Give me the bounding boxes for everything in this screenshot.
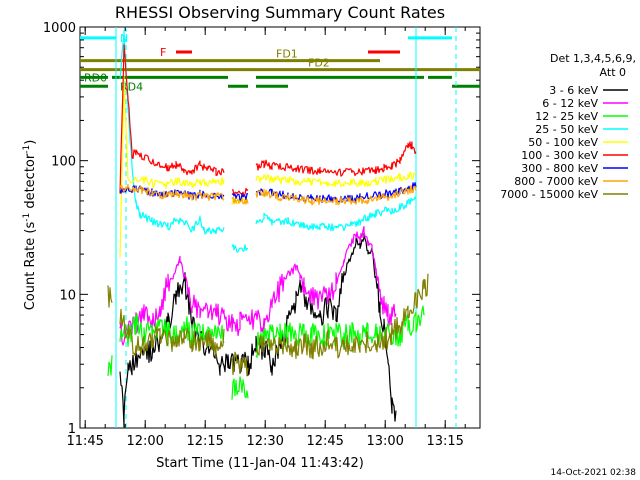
y-axis-label-part1: Count Rate (s: [23, 222, 38, 311]
legend-label: 7000 - 15000 keV: [500, 188, 598, 201]
x-tick-label: 13:00: [366, 434, 403, 449]
legend-label: 3 - 6 keV: [549, 84, 598, 97]
plot-frame: [79, 26, 481, 429]
flag-label-fd1: FD1: [276, 48, 298, 61]
x-axis-label: Start Time (11-Jan-04 11:43:42): [156, 456, 364, 471]
x-tick-label: 12:30: [246, 434, 283, 449]
y-axis-label-part2: detector: [23, 153, 38, 213]
legend-label: 6 - 12 keV: [542, 97, 598, 110]
legend-label: 300 - 800 keV: [521, 162, 598, 175]
chart-title: RHESSI Observing Summary Count Rates: [115, 3, 445, 22]
y-tick-label: 100: [51, 155, 76, 170]
generation-timestamp: 14-Oct-2021 02:38: [551, 468, 637, 478]
x-tick-label: 12:45: [306, 434, 343, 449]
flag-label-rd0: RD0: [84, 71, 107, 84]
y-tick-label: 1: [68, 422, 76, 437]
legend-label: 100 - 300 keV: [521, 149, 598, 162]
legend-header-detectors: Det 1,3,4,5,6,9,: [550, 52, 636, 65]
y-axis-label-part3: ): [23, 140, 38, 145]
legend-label: 12 - 25 keV: [535, 110, 598, 123]
y-axis: 1 10 100 1000: [43, 21, 480, 437]
y-tick-label: 1000: [43, 21, 76, 36]
legend-header-attenuator: Att 0: [600, 66, 626, 79]
series-line-800-7000-kev: [119, 183, 417, 206]
y-axis-label-sup1: -1: [22, 213, 32, 222]
flag-label-fd2: FD2: [308, 57, 330, 70]
series-line-7000-15000-kev: [107, 273, 429, 377]
series-line-12-25-kev: [107, 305, 425, 400]
vlines-layer: [115, 27, 457, 428]
legend-label: 800 - 7000 keV: [514, 175, 598, 188]
legend-label: 50 - 100 keV: [528, 136, 598, 149]
x-axis: 11:45 12:00 12:15 12:30 12:45 13:00 13:15: [66, 27, 466, 449]
series-line-25-50-kev: [119, 30, 417, 253]
series-line-6-12-kev: [119, 226, 397, 346]
x-tick-label: 11:45: [66, 434, 103, 449]
flag-label-f: F: [160, 46, 166, 59]
y-axis-label-sup2: -1: [22, 145, 32, 154]
x-tick-label: 12:00: [126, 434, 163, 449]
legend-label: 25 - 50 keV: [535, 123, 598, 136]
series-layer: [107, 30, 429, 428]
x-tick-label: 12:15: [186, 434, 223, 449]
y-axis-label: Count Rate (s-1 detector-1): [22, 140, 38, 311]
x-tick-label: 13:15: [426, 434, 463, 449]
y-tick-label: 10: [59, 288, 76, 303]
